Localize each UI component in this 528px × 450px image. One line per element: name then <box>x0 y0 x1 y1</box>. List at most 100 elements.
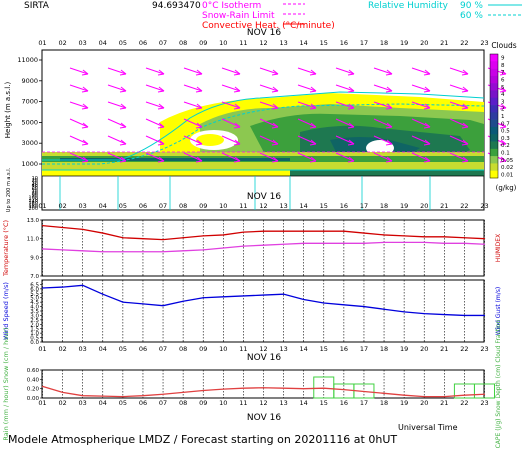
series-point <box>343 389 345 391</box>
hour-tick-label-mid: 18 <box>380 202 388 210</box>
wind-arrow-head <box>385 122 393 129</box>
colorbar-level: 0.02 <box>501 165 513 171</box>
y-tick-label: 0.5 <box>30 336 39 342</box>
colorbar-level: 9 <box>501 56 505 62</box>
hour-tick-label-top: 04 <box>99 39 107 47</box>
plot-area <box>41 369 485 399</box>
hour-tick-label-top: 17 <box>360 39 368 47</box>
series-point <box>162 239 164 241</box>
y-tick-label-lower: 160 <box>28 202 38 208</box>
wind-arrow-head <box>385 69 393 76</box>
series-point <box>423 396 425 398</box>
wind-arrow <box>183 152 203 162</box>
hour-tick-label-top: 15 <box>320 39 328 47</box>
wind-arrow <box>107 67 127 75</box>
y-tick-label: 7.0 <box>30 274 39 280</box>
series-point <box>323 302 325 304</box>
series-point <box>202 297 204 299</box>
series-point <box>463 394 466 396</box>
hour-tick-label-top: 02 <box>58 39 66 47</box>
colorbar-level: 0.01 <box>501 172 513 178</box>
wind-arrow <box>221 135 241 145</box>
wind-arrow-head <box>119 86 127 93</box>
hour-tick-label-wind: 23 <box>480 345 488 353</box>
hour-tick-label-mid: 14 <box>300 202 308 210</box>
wind-arrow <box>335 118 355 128</box>
wind-arrow <box>259 84 279 92</box>
wind-arrow-head <box>499 86 507 93</box>
hour-tick-label-bottom: 18 <box>380 399 388 407</box>
wind-arrow-head <box>499 139 507 146</box>
wind-arrow-head <box>423 122 431 129</box>
low-cloud-band <box>42 170 484 176</box>
wind-arrow-head <box>157 69 165 76</box>
date-label-bottom: NOV 16 <box>247 413 281 423</box>
hour-tick-label-mid: 08 <box>179 202 187 210</box>
hour-tick-label-bottom: 04 <box>99 399 107 407</box>
colorbar-level: 0.2 <box>501 143 510 149</box>
hour-tick-label-mid: 03 <box>79 202 87 210</box>
wind-arrow <box>221 152 241 162</box>
colorbar-level: 6 <box>501 78 505 84</box>
y-tick-label: 4.5 <box>30 300 39 306</box>
wind-arrow-head <box>233 122 241 129</box>
series-point <box>483 243 486 245</box>
wind-arrow-head <box>81 103 89 110</box>
wind-arrow <box>221 118 241 128</box>
wind-arrow-head <box>423 103 431 110</box>
hour-tick-label-top: 13 <box>279 39 287 47</box>
y-tick-label-clouds: 7000 <box>21 98 38 106</box>
colorbar-swatch <box>490 148 498 157</box>
hour-tick-label-mid: 20 <box>420 202 428 210</box>
wind-arrow-head <box>347 156 355 163</box>
wind-arrow-head <box>385 103 393 110</box>
series-point <box>122 301 124 303</box>
wind-arrow-head <box>423 86 431 93</box>
hour-tick-label-bottom: 14 <box>300 399 308 407</box>
colorbar-level: 0.5 <box>501 129 510 135</box>
hour-tick-label-mid: 02 <box>58 202 66 210</box>
wind-arrow-head <box>347 86 355 93</box>
wind-arrow <box>373 84 393 92</box>
series-point <box>403 394 405 396</box>
wind-arrow <box>259 101 279 109</box>
wind-arrow <box>449 152 469 162</box>
wind-arrow-head <box>157 103 165 110</box>
series-point <box>443 313 445 316</box>
series-point <box>222 247 224 249</box>
wind-arrow <box>69 135 89 145</box>
series-point <box>403 235 405 237</box>
y-tick-label-lower: 20 <box>32 178 38 184</box>
y-tick-label: 2.0 <box>30 322 39 328</box>
wind-arrow <box>411 84 431 92</box>
series-point <box>303 230 305 232</box>
wind-arrow-head <box>157 156 165 163</box>
wind-arrow-head <box>499 156 507 163</box>
rain-bar <box>474 383 495 399</box>
y-tick-label-lower: 80 <box>32 191 38 197</box>
series-point <box>303 388 305 390</box>
hour-tick-label-mid: 16 <box>340 202 348 210</box>
wind-arrow-head <box>157 139 165 146</box>
hour-tick-label-wind: 12 <box>259 345 267 353</box>
wind-arrow-head <box>347 103 355 110</box>
rh-contour-dashed <box>42 103 485 165</box>
series-point <box>182 300 184 302</box>
hour-tick-label-top: 03 <box>79 39 87 47</box>
wind-arrow <box>259 118 279 128</box>
hour-tick-label-top: 01 <box>38 39 46 47</box>
wind-arrow-head <box>461 69 469 76</box>
panel-ylabel: Temperature (°C) <box>2 220 10 277</box>
hour-tick-label-top: 21 <box>440 39 448 47</box>
wind-arrow <box>221 67 241 75</box>
y-tick-label-lower: 40 <box>32 182 38 188</box>
series-point <box>282 387 285 389</box>
series-point <box>383 234 385 236</box>
date-label-mid: NOV 16 <box>247 192 281 202</box>
low-cloud-band <box>42 164 484 170</box>
y-tick-label-clouds: 5000 <box>21 118 38 126</box>
wind-arrow <box>183 101 203 109</box>
wind-arrow-head <box>461 122 469 129</box>
series-point <box>61 226 64 229</box>
